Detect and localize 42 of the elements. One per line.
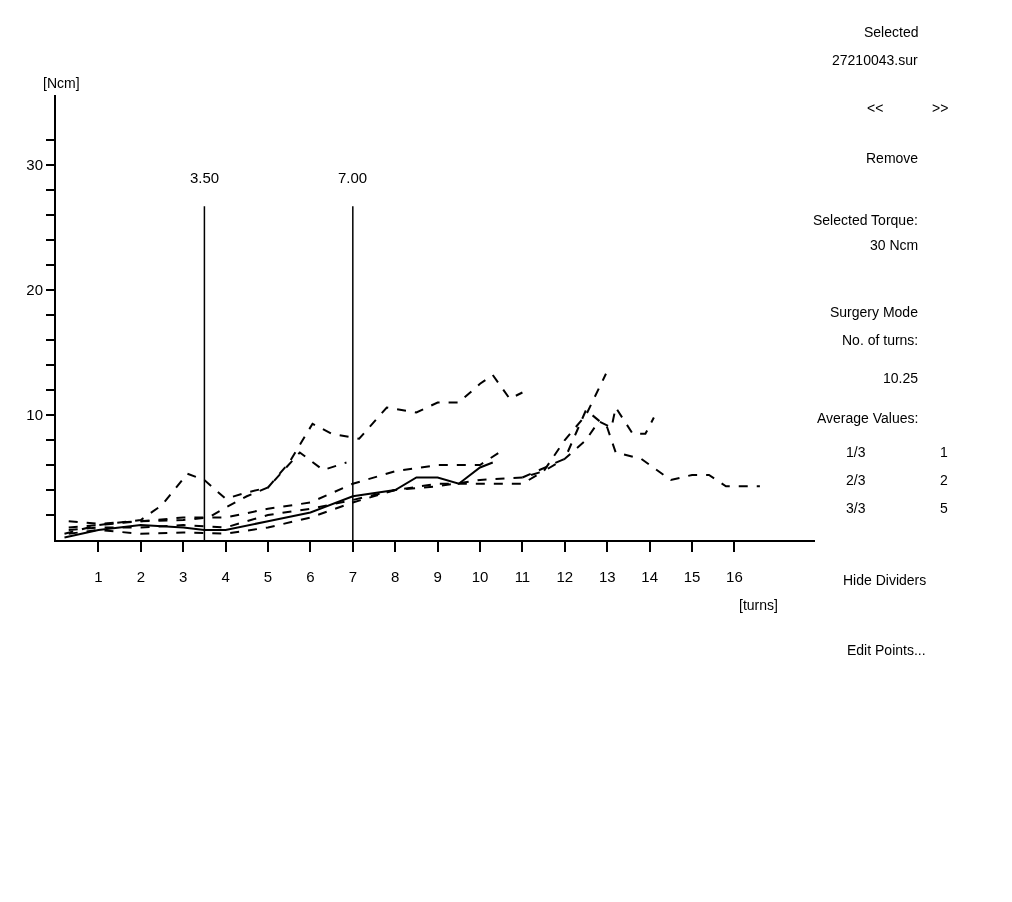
x-tick-label: 7 (348, 568, 357, 585)
text: Remove (866, 150, 919, 166)
text: 30 Ncm (870, 237, 919, 253)
x-tick-label: 8 (391, 568, 400, 585)
text: 1/3 (846, 444, 866, 460)
text: Average Values: (817, 410, 919, 426)
y-tick-label: 20 (26, 281, 43, 299)
text: 2 (940, 472, 948, 488)
x-tick-label: 15 (683, 568, 701, 585)
text: << (867, 100, 884, 116)
text: No. of turns: (842, 332, 919, 348)
x-tick-label: 11 (514, 568, 531, 585)
x-tick-label: 3 (179, 568, 188, 585)
text: 27210043.sur (832, 52, 918, 68)
x-tick-label: 13 (598, 568, 616, 585)
text: 1 (940, 444, 948, 460)
x-tick-label: 10 (471, 568, 489, 585)
text: Hide Dividers (843, 572, 927, 588)
text: Surgery Mode (830, 304, 919, 320)
x-tick-label: 4 (221, 568, 230, 585)
text: 5 (940, 500, 948, 516)
x-tick-label: 5 (263, 568, 273, 585)
x-tick-label: 9 (433, 568, 442, 585)
text: Selected (864, 24, 919, 40)
text: Edit Points... (847, 642, 926, 658)
text: 10.25 (883, 370, 919, 386)
x-tick-label: 16 (726, 568, 743, 585)
x-tick-label: 6 (306, 568, 315, 585)
x-axis-title: [turns] (739, 597, 778, 613)
x-tick-label: 12 (556, 568, 574, 585)
text: >> (932, 100, 949, 116)
x-tick-label: 2 (136, 568, 145, 585)
text: 3/3 (846, 500, 866, 516)
y-tick-label: 30 (26, 156, 43, 174)
text: 2/3 (846, 472, 866, 488)
annotation: Selected Torque: (813, 212, 918, 228)
y-axis-title: [Ncm] (43, 75, 80, 91)
ref-line-label: 7.00 (338, 169, 368, 186)
x-tick-label: 1 (94, 568, 103, 585)
y-tick-label: 10 (26, 406, 43, 424)
ref-line-label: 3.50 (190, 169, 220, 186)
x-tick-label: 14 (641, 568, 658, 585)
